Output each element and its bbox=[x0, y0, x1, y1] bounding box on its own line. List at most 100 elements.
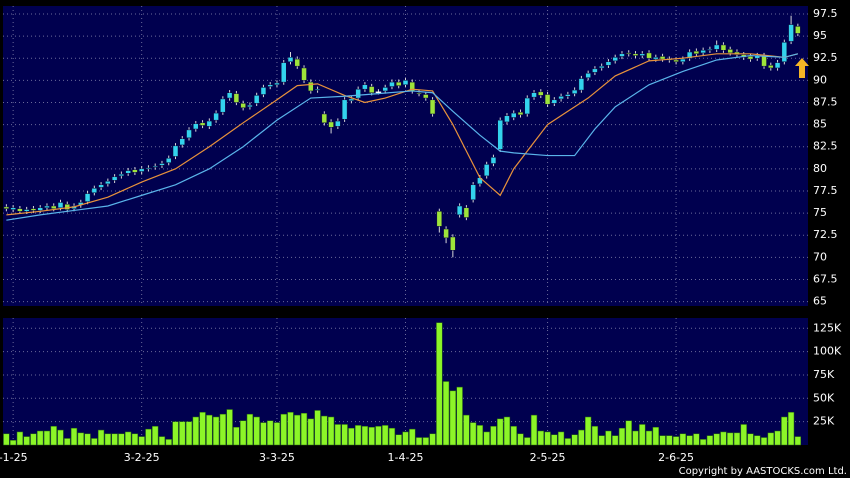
volume-bar bbox=[429, 433, 436, 446]
candle-body bbox=[639, 53, 646, 56]
candle-body bbox=[84, 193, 91, 202]
candle-body bbox=[774, 62, 781, 69]
volume-bar bbox=[253, 416, 260, 446]
volume-bar bbox=[179, 421, 186, 446]
candle-body bbox=[368, 86, 375, 93]
volume-bar bbox=[517, 433, 524, 446]
candle-body bbox=[179, 138, 186, 146]
candle-body bbox=[443, 228, 449, 239]
volume-bar bbox=[605, 430, 612, 446]
x-tick-label: 2-6-25 bbox=[658, 451, 694, 464]
y-tick-label: 95 bbox=[813, 29, 827, 42]
volume-bar bbox=[571, 434, 578, 446]
volume-bar bbox=[713, 433, 720, 446]
candle-body bbox=[240, 103, 246, 109]
volume-bar bbox=[23, 436, 30, 446]
candle-body bbox=[747, 56, 754, 60]
candle-body bbox=[538, 91, 544, 96]
volume-bar bbox=[158, 436, 166, 446]
volume-bar bbox=[490, 426, 497, 446]
candle-body bbox=[571, 89, 578, 94]
candle-body bbox=[673, 59, 679, 63]
candle-body bbox=[44, 205, 50, 209]
x-tick-label: 3-3-25 bbox=[259, 451, 295, 464]
candle-body bbox=[625, 52, 632, 55]
candle-body bbox=[463, 207, 470, 218]
candle-body bbox=[23, 209, 30, 212]
x-tick-label: -1-25 bbox=[0, 451, 28, 464]
y-tick-label: 77.5 bbox=[813, 184, 838, 197]
moving-average-line bbox=[6, 53, 799, 216]
volume-bar bbox=[91, 438, 98, 446]
volume-bar bbox=[449, 390, 457, 446]
candle-body bbox=[653, 57, 659, 60]
candle-body bbox=[308, 81, 314, 92]
candle-body bbox=[118, 173, 125, 177]
candle-body bbox=[301, 67, 307, 81]
volume-bar bbox=[375, 426, 382, 446]
volume-bar bbox=[294, 414, 301, 446]
y-tick-label: 70 bbox=[813, 250, 827, 263]
volume-bar bbox=[578, 429, 585, 446]
volume-bar bbox=[794, 436, 802, 446]
candle-body bbox=[497, 119, 503, 150]
volume-bar bbox=[774, 430, 781, 446]
candle-body bbox=[605, 61, 612, 66]
volume-bar bbox=[327, 416, 335, 446]
volume-bar bbox=[368, 427, 375, 446]
candle-body bbox=[375, 91, 382, 94]
volume-bar bbox=[510, 426, 517, 446]
volume-bar bbox=[591, 426, 599, 446]
candle-body bbox=[558, 96, 564, 100]
volume-bar bbox=[564, 438, 572, 446]
volume-bar bbox=[97, 429, 105, 446]
candle-body bbox=[436, 211, 443, 227]
volume-bar bbox=[760, 437, 768, 446]
volume-bar bbox=[632, 430, 639, 446]
candle-body bbox=[768, 65, 774, 69]
candle-body bbox=[274, 82, 280, 86]
candle-body bbox=[98, 184, 104, 188]
volume-bar bbox=[679, 433, 687, 446]
volume-bar bbox=[666, 435, 673, 446]
volume-bar bbox=[395, 434, 402, 446]
candle-body bbox=[720, 44, 727, 51]
volume-bar bbox=[557, 431, 565, 446]
candle-body bbox=[111, 176, 118, 181]
volume-bar bbox=[273, 422, 281, 446]
candle-body bbox=[280, 62, 287, 83]
candle-body bbox=[619, 53, 625, 57]
candle-body bbox=[659, 56, 666, 60]
candle-body bbox=[294, 58, 301, 67]
candle-body bbox=[105, 180, 111, 185]
volume-bar bbox=[402, 431, 409, 446]
volume-bar bbox=[409, 428, 416, 446]
volume-bar bbox=[212, 416, 220, 446]
volume-bar bbox=[57, 429, 64, 446]
volume-bar bbox=[787, 412, 795, 446]
volume-bar bbox=[781, 416, 788, 446]
volume-bar bbox=[584, 416, 592, 446]
candle-body bbox=[287, 57, 294, 63]
volume-bar bbox=[206, 414, 213, 446]
candle-body bbox=[267, 84, 273, 87]
candle-body bbox=[565, 94, 571, 97]
y-tick-label: 25K bbox=[813, 415, 835, 428]
candle-body bbox=[504, 115, 510, 123]
volume-bar bbox=[233, 427, 240, 446]
x-tick-label: 3-2-25 bbox=[124, 451, 160, 464]
volume-bar bbox=[111, 433, 118, 446]
volume-bar bbox=[64, 438, 71, 446]
candle-body bbox=[483, 164, 490, 177]
volume-bar bbox=[699, 439, 707, 446]
volume-bar bbox=[3, 433, 10, 446]
volume-bar bbox=[442, 381, 450, 446]
volume-bar bbox=[436, 322, 443, 446]
candle-body bbox=[592, 68, 598, 73]
candle-body bbox=[524, 97, 531, 115]
volume-bar bbox=[598, 435, 605, 446]
candle-body bbox=[362, 84, 368, 90]
volume-bar bbox=[361, 426, 369, 446]
candle-body bbox=[321, 113, 328, 124]
